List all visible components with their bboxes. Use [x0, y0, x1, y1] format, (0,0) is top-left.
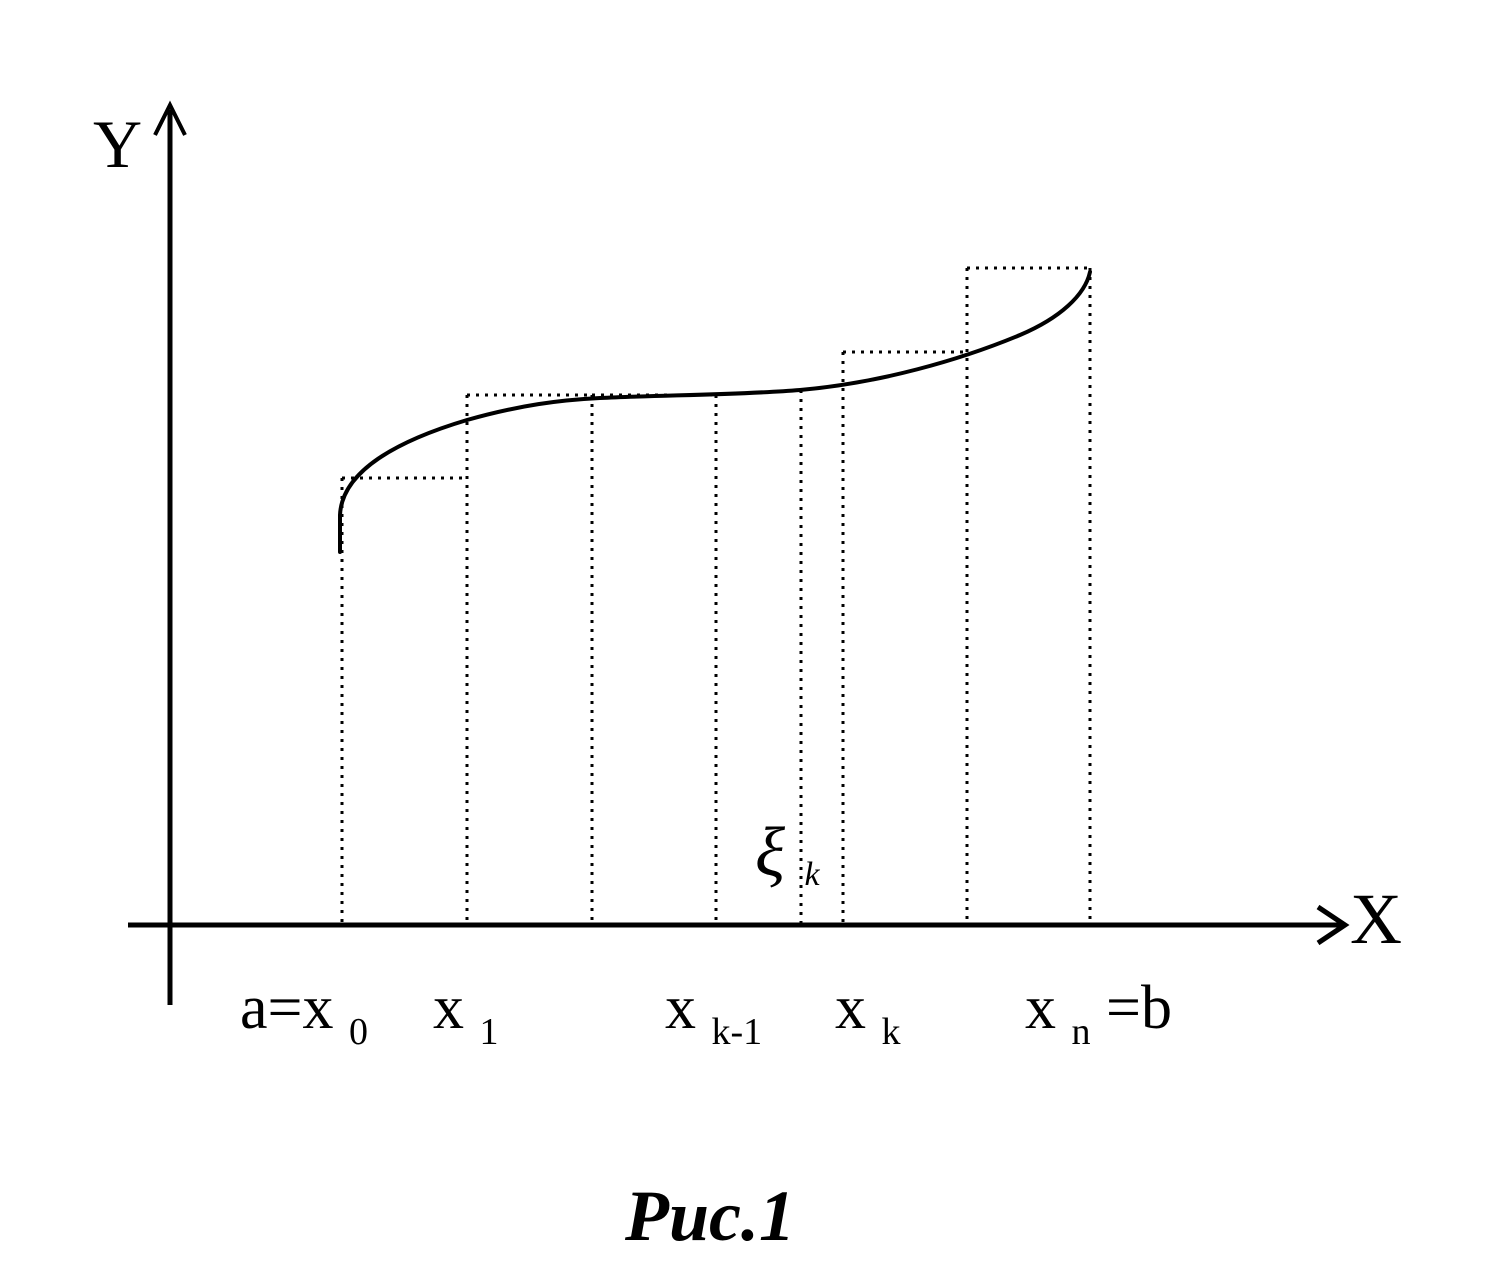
- label-xk-minus-1: x k-1: [665, 974, 762, 1053]
- label-a-equals-x-text: a=x: [240, 974, 333, 1042]
- label-x1-base: x: [433, 974, 464, 1042]
- label-x0-subscript: 0: [349, 1011, 368, 1053]
- xi-k-base: ξ: [755, 814, 785, 891]
- label-x1-subscript: 1: [480, 1011, 499, 1053]
- label-xk: x k: [835, 974, 901, 1053]
- y-axis-label: Y: [93, 106, 142, 182]
- label-a-equals-x0: a=x 0: [240, 974, 368, 1053]
- label-xk-subscript: k: [882, 1011, 901, 1053]
- label-xn-equals-b: x n =b: [1025, 974, 1172, 1058]
- label-xk-base: x: [835, 974, 866, 1042]
- label-xk-minus-1-subscript: k-1: [712, 1011, 763, 1053]
- xi-k-label: ξ k: [755, 814, 820, 893]
- label-xk-minus-1-base: x: [665, 974, 696, 1042]
- y-axis-arrowhead: [153, 100, 187, 136]
- function-curve: [338, 270, 1092, 554]
- x-axis-label: X: [1350, 879, 1402, 959]
- label-equals-b: =b: [1106, 974, 1172, 1042]
- xi-k-subscript: k: [804, 856, 820, 893]
- figure-caption: Рис.1: [624, 1176, 795, 1256]
- label-xn-base: x: [1025, 974, 1056, 1042]
- label-x1: x 1: [433, 974, 499, 1053]
- label-xn-subscript: n: [1072, 1011, 1091, 1053]
- x-axis-arrowhead: [1316, 904, 1350, 946]
